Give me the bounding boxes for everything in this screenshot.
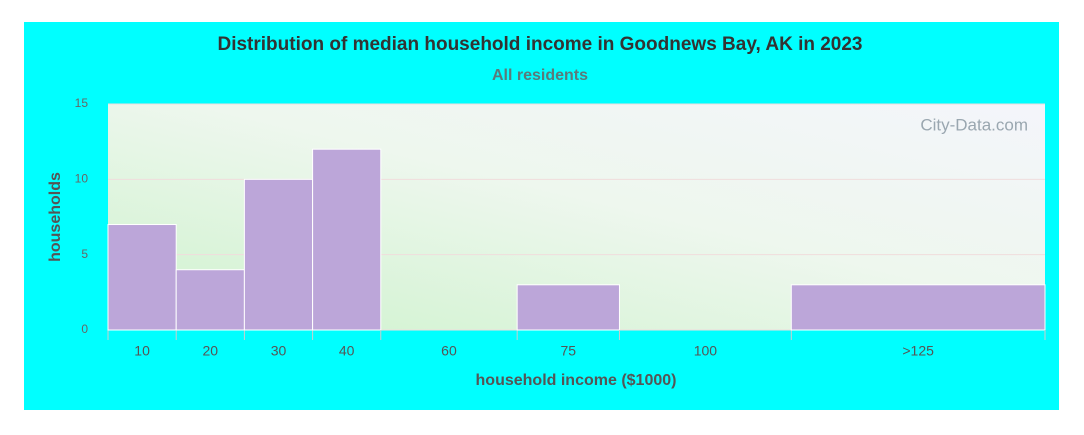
y-tick-label: 15 [75,96,89,110]
y-axis-title: households [47,172,64,262]
y-tick-label: 10 [75,172,89,186]
bar [312,148,382,331]
x-tick-label: >125 [902,343,934,359]
chart-subtitle: All residents [492,67,588,84]
y-tick-label: 0 [81,322,88,336]
y-tick-label: 5 [81,247,88,261]
chart-title: Distribution of median household income … [217,34,862,55]
x-axis-title: household income ($1000) [476,372,677,389]
x-tick-label: 100 [694,343,718,359]
bar [790,284,1046,331]
x-tick-label: 10 [134,343,150,359]
x-tick-label: 30 [271,343,287,359]
watermark: City-Data.com [920,115,1028,134]
bar [175,269,245,331]
x-tick-label: 75 [561,343,577,359]
x-tick-label: 20 [203,343,219,359]
x-tick-label: 40 [339,343,355,359]
bar [107,224,177,331]
bar [243,178,314,331]
bar [516,284,620,331]
x-tick-label: 60 [441,343,457,359]
